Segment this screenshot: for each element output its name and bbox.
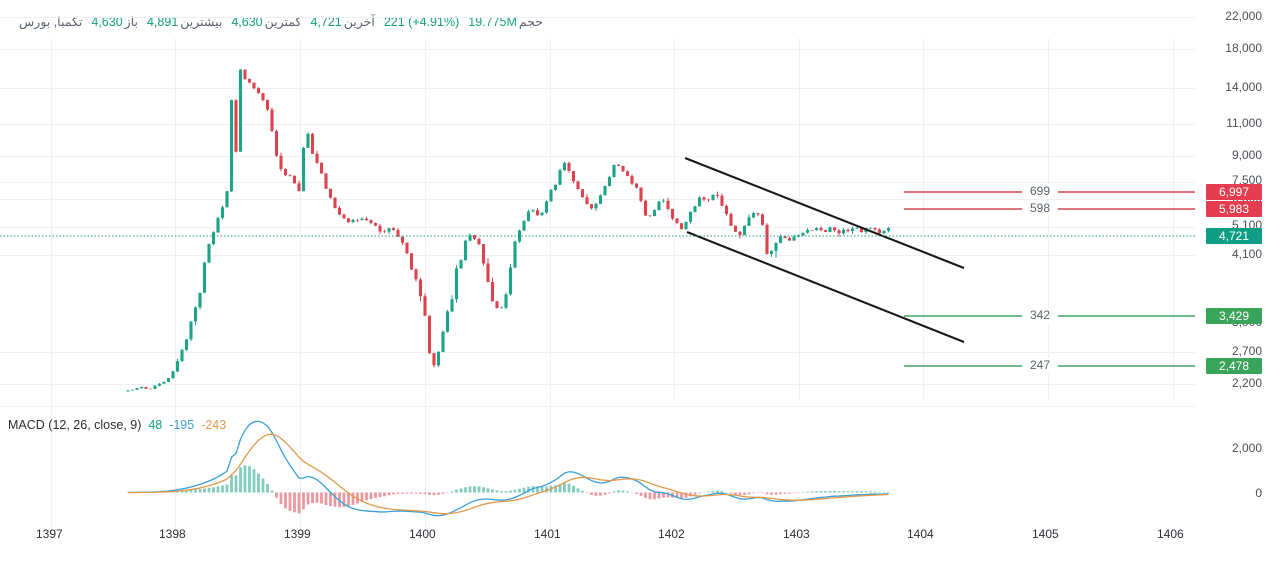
svg-text:342: 342 [1030, 308, 1050, 322]
svg-text:699: 699 [1030, 184, 1050, 198]
svg-text:598: 598 [1030, 201, 1050, 215]
svg-text:247: 247 [1030, 358, 1050, 372]
